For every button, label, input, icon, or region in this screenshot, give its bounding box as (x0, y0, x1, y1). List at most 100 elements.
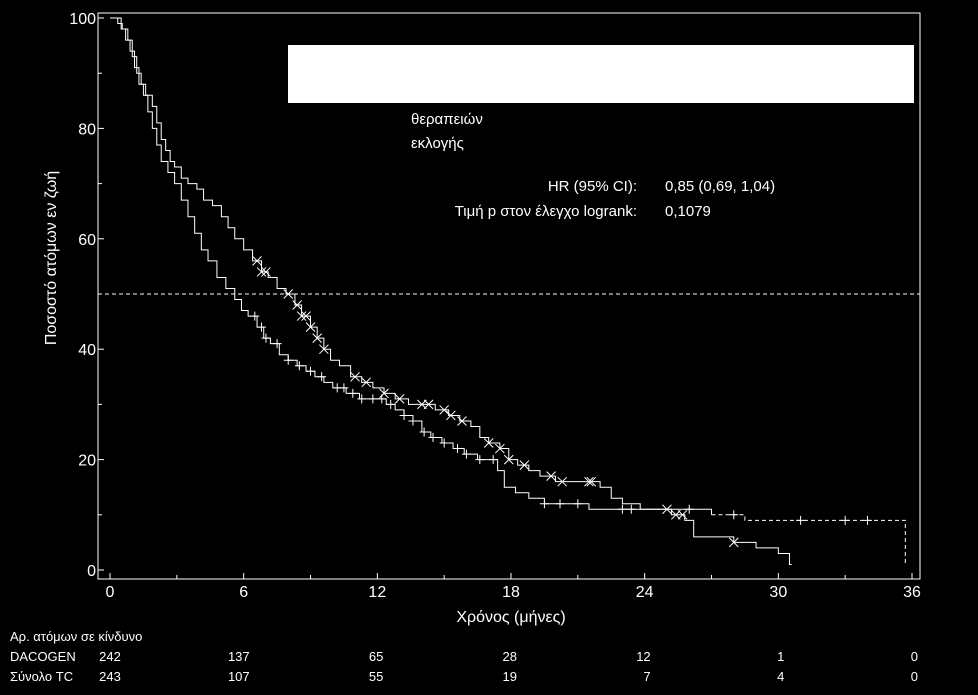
risk-cell: 137 (228, 649, 250, 664)
censor-mark-dacogen (495, 443, 505, 454)
plot-frame (97, 12, 921, 580)
hr-value: 0,85 (0,69, 1,04) (665, 178, 775, 195)
risk-cell: 28 (503, 649, 517, 664)
censor-mark-tc (796, 515, 806, 525)
risk-cell: 65 (369, 649, 383, 664)
censor-mark-dacogen (519, 460, 530, 470)
censor-mark-tc (439, 438, 449, 448)
risk-cell: 107 (228, 669, 250, 684)
censor-mark-dacogen (319, 344, 329, 355)
x-tick-label: 12 (368, 584, 386, 601)
censor-mark-dacogen (301, 311, 311, 321)
censor-mark-tc (294, 361, 304, 371)
censor-mark-dacogen (457, 416, 467, 426)
risk-row-label-tc: Σύνολο TC (10, 669, 73, 684)
x-tick-label: 18 (502, 584, 520, 601)
censor-mark-dacogen (557, 476, 568, 487)
censor-mark-tc (399, 410, 409, 420)
censor-mark-dacogen (256, 267, 267, 277)
p-value: 0,1079 (665, 203, 711, 220)
censor-mark-tc (626, 504, 636, 514)
censor-mark-dacogen (361, 377, 372, 388)
risk-cell: 55 (369, 669, 383, 684)
censor-mark-tc (684, 504, 694, 514)
censor-mark-tc (357, 394, 367, 404)
censor-mark-dacogen (483, 438, 494, 448)
legend-line-1: θεραπειών (411, 111, 483, 128)
censor-mark-dacogen (305, 322, 316, 332)
censor-mark-tc (428, 433, 438, 443)
y-tick-label: 20 (78, 453, 96, 470)
censor-mark-dacogen (292, 300, 302, 310)
x-axis-label: Χρόνος (μήνες) (456, 609, 565, 626)
series-line-dacogen (110, 17, 792, 565)
censor-mark-dacogen (503, 454, 514, 465)
censor-mark-tc (408, 416, 418, 426)
y-tick-label: 40 (78, 342, 96, 359)
risk-cell: 0 (911, 669, 918, 684)
y-tick-label: 60 (78, 232, 96, 249)
censor-mark-tc (862, 515, 872, 525)
censor-mark-tc (461, 449, 471, 459)
risk-cell: 12 (636, 649, 650, 664)
censor-mark-tc (306, 366, 315, 376)
censor-mark-tc (555, 499, 565, 509)
censor-mark-tc (261, 333, 271, 343)
legend-line-2: εκλογής (411, 135, 464, 152)
censor-mark-dacogen (584, 476, 594, 487)
x-tick-label: 30 (769, 584, 787, 601)
censor-mark-tc (256, 322, 266, 332)
y-tick-label: 80 (78, 121, 96, 138)
censor-mark-dacogen (252, 256, 262, 266)
censor-mark-dacogen (312, 333, 323, 344)
censor-mark-tc (348, 388, 358, 398)
x-tick-label: 24 (636, 584, 654, 601)
p-value-label: Τιμή p στον έλεγχο logrank: (455, 203, 637, 220)
censor-mark-dacogen (546, 471, 556, 482)
plot-marks: 0 20 40 60 80 100 0 6 12 18 24 30 36 (69, 11, 921, 601)
censor-mark-dacogen (394, 394, 405, 404)
series-line-tc-dashed (711, 514, 906, 565)
censor-mark-dacogen (261, 267, 271, 277)
y-axis-label: Ποσοστό ατόμων εν ζωή (43, 171, 60, 345)
risk-cell: 1 (777, 649, 784, 664)
censor-mark-tc (386, 399, 396, 409)
censor-mark-tc (573, 499, 583, 509)
censor-mark-dacogen (283, 289, 294, 299)
censor-mark-dacogen (439, 405, 450, 415)
x-tick-label: 0 (106, 584, 115, 601)
censor-mark-dacogen (350, 371, 360, 382)
censor-mark-dacogen (423, 399, 434, 410)
hr-label: HR (95% CI): (548, 178, 637, 195)
y-tick-label: 0 (87, 563, 96, 580)
y-tick-label: 100 (69, 11, 96, 28)
x-tick-label: 6 (239, 584, 248, 601)
censor-mark-tc (729, 510, 739, 520)
censor-mark-tc (368, 394, 378, 404)
risk-table-cells: 242 137 65 28 12 1 0 243 107 55 19 7 4 0 (99, 649, 918, 684)
censor-mark-tc (377, 394, 387, 404)
censor-mark-tc (453, 444, 463, 454)
censor-mark-dacogen (445, 410, 456, 421)
legend-mask (288, 45, 914, 103)
censor-mark-tc (250, 311, 260, 321)
risk-row-label-dacogen: DACOGEN (10, 649, 76, 664)
censor-mark-tc (488, 455, 498, 465)
censor-mark-tc (317, 372, 327, 382)
censor-mark-dacogen (728, 537, 739, 548)
censor-mark-tc (475, 455, 485, 465)
risk-cell: 4 (777, 669, 784, 684)
censor-mark-tc (339, 383, 349, 393)
censor-mark-tc (539, 499, 549, 509)
censor-mark-tc (272, 339, 282, 349)
risk-cell: 7 (643, 669, 650, 684)
censor-mark-tc (283, 355, 293, 365)
censor-mark-dacogen (586, 476, 597, 487)
x-tick-label: 36 (903, 584, 921, 601)
risk-cell: 242 (99, 649, 121, 664)
censor-mark-tc (840, 515, 850, 525)
censor-mark-dacogen (677, 509, 688, 520)
risk-cell: 0 (911, 649, 918, 664)
censor-mark-tc (617, 504, 627, 514)
